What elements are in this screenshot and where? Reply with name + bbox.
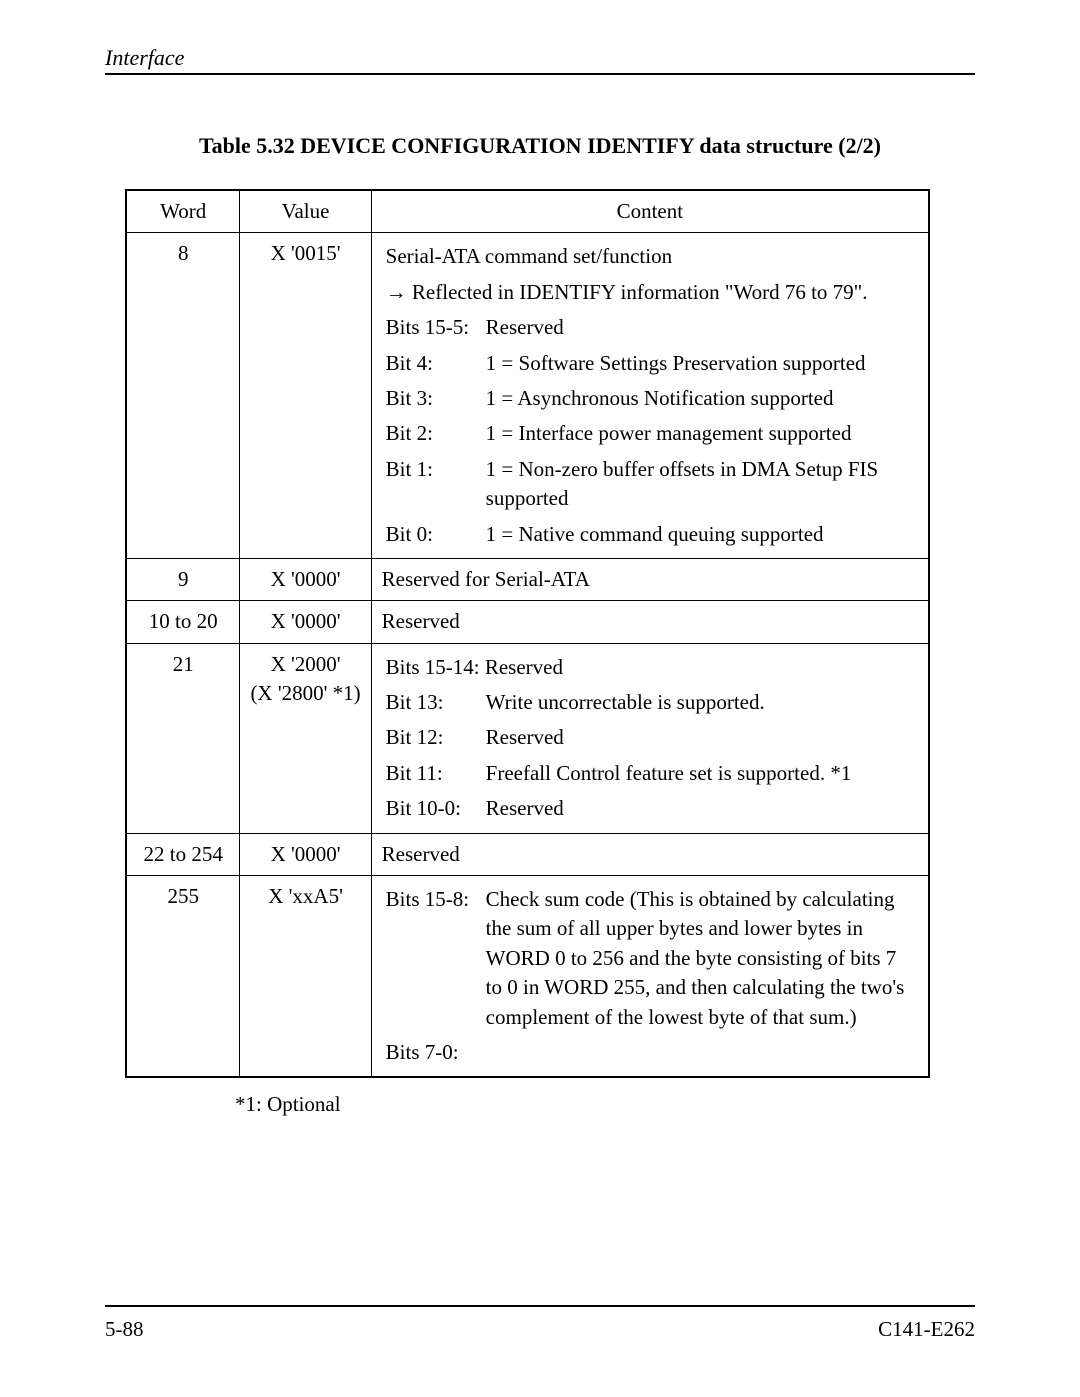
bit-label: Bits 7-0: — [382, 1035, 482, 1070]
cell-value: X '0000' — [240, 833, 371, 875]
cell-content: Bits 15-14: Reserved Bit 13:Write uncorr… — [371, 643, 929, 833]
cell-word: 10 to 20 — [126, 601, 240, 643]
cell-value: X 'xxA5' — [240, 876, 371, 1078]
cell-value: X '2000' (X '2800' *1) — [240, 643, 371, 833]
bit-label: Bits 15-8: — [382, 882, 482, 1035]
table-caption: Table 5.32 DEVICE CONFIGURATION IDENTIFY… — [105, 133, 975, 159]
page: Interface Table 5.32 DEVICE CONFIGURATIO… — [0, 0, 1080, 1397]
col-header-value: Value — [240, 190, 371, 233]
bit-label: Bit 11: — [382, 756, 482, 791]
table-row: 22 to 254 X '0000' Reserved — [126, 833, 929, 875]
bit-label: Bit 10-0: — [382, 791, 482, 826]
cell-word: 22 to 254 — [126, 833, 240, 875]
page-header: Interface — [105, 45, 184, 70]
cell-content: Bits 15-8:Check sum code (This is obtain… — [371, 876, 929, 1078]
value-line: (X '2800' *1) — [250, 679, 360, 708]
footer-right: C141-E262 — [878, 1317, 975, 1342]
value-line: X '2000' — [250, 650, 360, 679]
bit-label: Bit 1: — [382, 452, 482, 517]
cell-word: 255 — [126, 876, 240, 1078]
bit-desc: Reserved — [482, 720, 918, 755]
cell-word: 9 — [126, 558, 240, 600]
content-line: Serial-ATA command set/function — [382, 239, 918, 274]
content-line: Bits 15-14: Reserved — [382, 650, 918, 685]
cell-content: Reserved for Serial-ATA — [371, 558, 929, 600]
table-row: 10 to 20 X '0000' Reserved — [126, 601, 929, 643]
bit-desc: 1 = Asynchronous Notification supported — [482, 381, 918, 416]
table-row: 21 X '2000' (X '2800' *1) Bits 15-14: Re… — [126, 643, 929, 833]
bit-desc: Write uncorrectable is supported. — [482, 685, 918, 720]
page-footer: 5-88 C141-E262 — [105, 1305, 975, 1342]
col-header-content: Content — [371, 190, 929, 233]
cell-value: X '0000' — [240, 558, 371, 600]
cell-content: Reserved — [371, 601, 929, 643]
cell-word: 8 — [126, 233, 240, 559]
bit-label: Bit 2: — [382, 416, 482, 451]
cell-value: X '0000' — [240, 601, 371, 643]
bit-desc — [482, 1035, 918, 1070]
cell-value: X '0015' — [240, 233, 371, 559]
data-structure-table: Word Value Content 8 X '0015' Serial-ATA… — [125, 189, 930, 1078]
bit-desc: 1 = Interface power management supported — [482, 416, 918, 451]
bit-desc: Freefall Control feature set is supporte… — [482, 756, 918, 791]
table-row: 9 X '0000' Reserved for Serial-ATA — [126, 558, 929, 600]
bit-desc: 1 = Non-zero buffer offsets in DMA Setup… — [482, 452, 918, 517]
bit-desc: 1 = Software Settings Preservation suppo… — [482, 346, 918, 381]
bit-table: Bits 15-8:Check sum code (This is obtain… — [382, 882, 918, 1070]
bit-label: Bit 0: — [382, 517, 482, 552]
bit-table: Bits 15-14: Reserved Bit 13:Write uncorr… — [382, 650, 918, 827]
bit-label: Bit 13: — [382, 685, 482, 720]
bit-label: Bits 15-5: — [382, 310, 482, 345]
cell-word: 21 — [126, 643, 240, 833]
cell-content: Serial-ATA command set/function → Reflec… — [371, 233, 929, 559]
footnote: *1: Optional — [235, 1092, 975, 1117]
table-row: 255 X 'xxA5' Bits 15-8:Check sum code (T… — [126, 876, 929, 1078]
bit-label: Bit 3: — [382, 381, 482, 416]
bit-desc: 1 = Native command queuing supported — [482, 517, 918, 552]
bit-desc: Check sum code (This is obtained by calc… — [482, 882, 918, 1035]
table-header-row: Word Value Content — [126, 190, 929, 233]
table-row: 8 X '0015' Serial-ATA command set/functi… — [126, 233, 929, 559]
cell-content: Reserved — [371, 833, 929, 875]
content-line: → Reflected in IDENTIFY information "Wor… — [382, 275, 918, 310]
footer-left: 5-88 — [105, 1317, 144, 1342]
bit-desc: Reserved — [482, 310, 918, 345]
bit-label: Bit 12: — [382, 720, 482, 755]
col-header-word: Word — [126, 190, 240, 233]
bit-label: Bit 4: — [382, 346, 482, 381]
bit-desc: Reserved — [482, 791, 918, 826]
bit-table: Serial-ATA command set/function → Reflec… — [382, 239, 918, 552]
page-header-rule: Interface — [105, 45, 975, 75]
